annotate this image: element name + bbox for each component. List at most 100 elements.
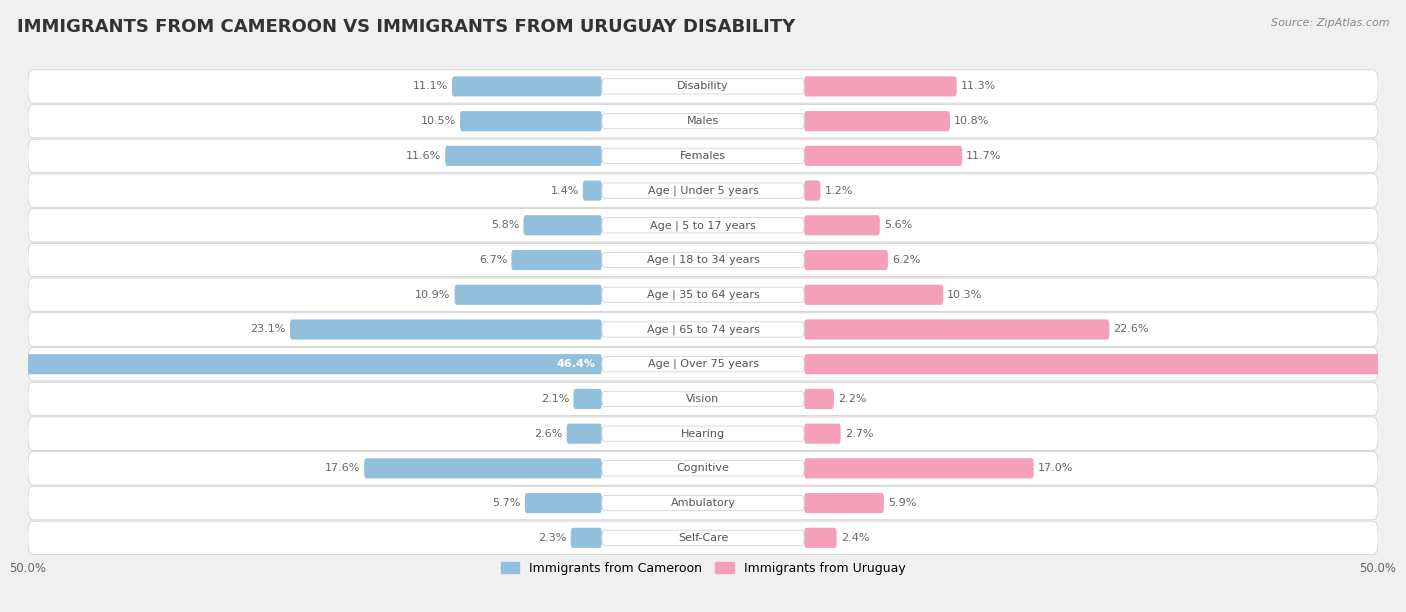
FancyBboxPatch shape (567, 424, 602, 444)
Text: 1.2%: 1.2% (824, 185, 853, 196)
Text: Age | 35 to 64 years: Age | 35 to 64 years (647, 289, 759, 300)
Text: 11.1%: 11.1% (412, 81, 449, 91)
FancyBboxPatch shape (804, 354, 1406, 375)
FancyBboxPatch shape (804, 319, 1109, 340)
Text: Age | 5 to 17 years: Age | 5 to 17 years (650, 220, 756, 231)
Text: 10.8%: 10.8% (955, 116, 990, 126)
FancyBboxPatch shape (512, 250, 602, 270)
FancyBboxPatch shape (602, 322, 804, 337)
Text: 46.4%: 46.4% (555, 359, 595, 369)
FancyBboxPatch shape (804, 215, 880, 236)
FancyBboxPatch shape (28, 105, 1378, 138)
Text: Age | Under 5 years: Age | Under 5 years (648, 185, 758, 196)
Text: Females: Females (681, 151, 725, 161)
Text: 23.1%: 23.1% (250, 324, 285, 335)
FancyBboxPatch shape (583, 181, 602, 201)
Text: Vision: Vision (686, 394, 720, 404)
FancyBboxPatch shape (804, 285, 943, 305)
Text: 11.7%: 11.7% (966, 151, 1001, 161)
FancyBboxPatch shape (602, 461, 804, 476)
FancyBboxPatch shape (28, 382, 1378, 416)
FancyBboxPatch shape (28, 348, 1378, 381)
FancyBboxPatch shape (28, 487, 1378, 520)
Text: IMMIGRANTS FROM CAMEROON VS IMMIGRANTS FROM URUGUAY DISABILITY: IMMIGRANTS FROM CAMEROON VS IMMIGRANTS F… (17, 18, 796, 36)
FancyBboxPatch shape (602, 252, 804, 267)
Text: 1.4%: 1.4% (550, 185, 579, 196)
Text: Hearing: Hearing (681, 428, 725, 439)
Text: Source: ZipAtlas.com: Source: ZipAtlas.com (1271, 18, 1389, 28)
FancyBboxPatch shape (602, 530, 804, 545)
Legend: Immigrants from Cameroon, Immigrants from Uruguay: Immigrants from Cameroon, Immigrants fro… (496, 557, 910, 580)
FancyBboxPatch shape (28, 174, 1378, 207)
FancyBboxPatch shape (602, 357, 804, 372)
Text: Self-Care: Self-Care (678, 533, 728, 543)
Text: 22.6%: 22.6% (1114, 324, 1149, 335)
Text: 6.2%: 6.2% (891, 255, 921, 265)
FancyBboxPatch shape (460, 111, 602, 131)
FancyBboxPatch shape (364, 458, 602, 479)
FancyBboxPatch shape (28, 70, 1378, 103)
FancyBboxPatch shape (804, 181, 821, 201)
Text: Cognitive: Cognitive (676, 463, 730, 473)
FancyBboxPatch shape (28, 139, 1378, 173)
Text: 10.3%: 10.3% (948, 289, 983, 300)
FancyBboxPatch shape (28, 209, 1378, 242)
FancyBboxPatch shape (574, 389, 602, 409)
Text: 6.7%: 6.7% (479, 255, 508, 265)
FancyBboxPatch shape (28, 452, 1378, 485)
FancyBboxPatch shape (804, 424, 841, 444)
FancyBboxPatch shape (804, 111, 950, 131)
FancyBboxPatch shape (602, 79, 804, 94)
Text: Ambulatory: Ambulatory (671, 498, 735, 508)
FancyBboxPatch shape (602, 496, 804, 511)
Text: 17.0%: 17.0% (1038, 463, 1073, 473)
FancyBboxPatch shape (804, 76, 956, 97)
Text: 11.3%: 11.3% (960, 81, 995, 91)
FancyBboxPatch shape (804, 528, 837, 548)
FancyBboxPatch shape (602, 183, 804, 198)
FancyBboxPatch shape (602, 426, 804, 441)
Text: 5.8%: 5.8% (491, 220, 519, 230)
FancyBboxPatch shape (804, 250, 889, 270)
Text: 10.9%: 10.9% (415, 289, 450, 300)
FancyBboxPatch shape (28, 417, 1378, 450)
FancyBboxPatch shape (602, 391, 804, 406)
FancyBboxPatch shape (290, 319, 602, 340)
FancyBboxPatch shape (804, 389, 834, 409)
FancyBboxPatch shape (804, 493, 884, 513)
FancyBboxPatch shape (451, 76, 602, 97)
FancyBboxPatch shape (571, 528, 602, 548)
Text: 5.6%: 5.6% (884, 220, 912, 230)
FancyBboxPatch shape (804, 458, 1033, 479)
FancyBboxPatch shape (602, 287, 804, 302)
Text: Disability: Disability (678, 81, 728, 91)
FancyBboxPatch shape (28, 244, 1378, 277)
Text: 5.9%: 5.9% (889, 498, 917, 508)
Text: Age | Over 75 years: Age | Over 75 years (648, 359, 758, 370)
Text: 2.4%: 2.4% (841, 533, 869, 543)
FancyBboxPatch shape (454, 285, 602, 305)
FancyBboxPatch shape (602, 218, 804, 233)
FancyBboxPatch shape (524, 493, 602, 513)
FancyBboxPatch shape (804, 146, 962, 166)
Text: Males: Males (688, 116, 718, 126)
FancyBboxPatch shape (0, 354, 602, 375)
FancyBboxPatch shape (28, 521, 1378, 554)
FancyBboxPatch shape (602, 113, 804, 129)
Text: Age | 65 to 74 years: Age | 65 to 74 years (647, 324, 759, 335)
Text: 2.1%: 2.1% (541, 394, 569, 404)
Text: 10.5%: 10.5% (420, 116, 456, 126)
Text: 17.6%: 17.6% (325, 463, 360, 473)
Text: 2.7%: 2.7% (845, 428, 873, 439)
Text: Age | 18 to 34 years: Age | 18 to 34 years (647, 255, 759, 265)
FancyBboxPatch shape (28, 313, 1378, 346)
Text: 5.7%: 5.7% (492, 498, 520, 508)
FancyBboxPatch shape (446, 146, 602, 166)
Text: 11.6%: 11.6% (406, 151, 441, 161)
Text: 2.3%: 2.3% (538, 533, 567, 543)
FancyBboxPatch shape (523, 215, 602, 236)
FancyBboxPatch shape (28, 278, 1378, 312)
Text: 2.6%: 2.6% (534, 428, 562, 439)
Text: 2.2%: 2.2% (838, 394, 866, 404)
FancyBboxPatch shape (602, 148, 804, 163)
